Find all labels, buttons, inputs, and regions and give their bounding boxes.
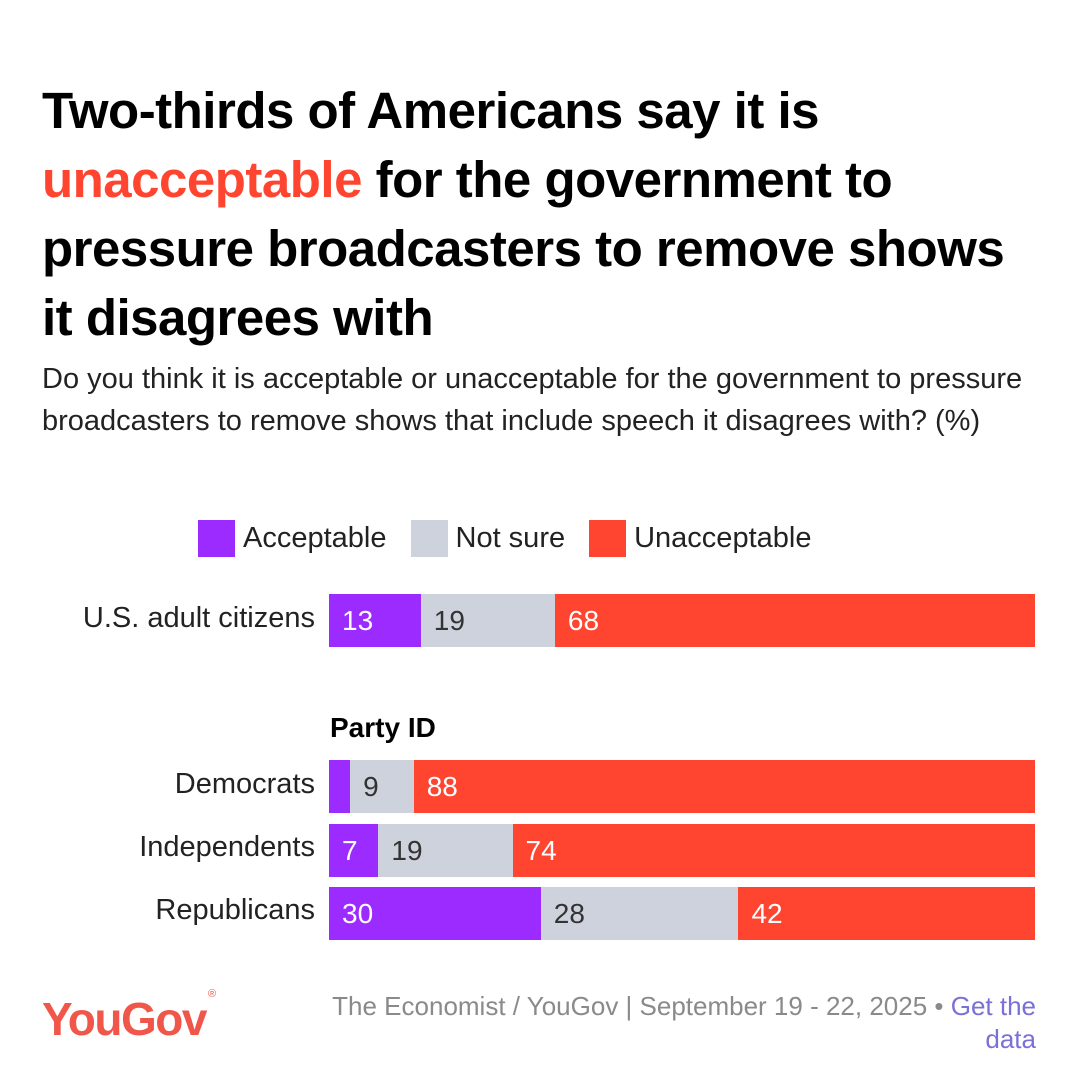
bar-democrats: 9 88 xyxy=(329,760,1035,813)
legend-label-unacceptable: Unacceptable xyxy=(634,522,812,554)
title-highlight: unacceptable xyxy=(42,151,362,208)
data-label: 19 xyxy=(391,834,423,866)
yougov-logo: YouGov ® xyxy=(42,988,216,1046)
legend-label-acceptable: Acceptable xyxy=(243,522,387,554)
data-label: 88 xyxy=(426,770,458,802)
logo-text: YouGov xyxy=(42,993,207,1045)
data-label: 42 xyxy=(751,897,783,929)
bar-segment-unacceptable: 68 xyxy=(554,594,1035,647)
row-label-republicans: Republicans xyxy=(155,894,315,926)
source-note: The Economist / YouGov | September 19 - … xyxy=(276,990,1036,1056)
data-label: 28 xyxy=(553,897,585,929)
bar-segment-acceptable: 30 xyxy=(329,887,541,940)
legend-swatch-unacceptable xyxy=(589,520,627,557)
bar-segment-acceptable: 13 xyxy=(329,594,421,647)
row-label-independents: Independents xyxy=(139,831,315,863)
data-label: 7 xyxy=(342,834,358,866)
row-label-us-adults: U.S. adult citizens xyxy=(82,602,315,634)
data-label: 74 xyxy=(525,834,557,866)
group-title-party-id: Party ID xyxy=(330,712,436,743)
row-label-democrats: Democrats xyxy=(174,768,315,800)
legend: Acceptable Not sure Unacceptable xyxy=(198,520,835,557)
legend-item-not-sure: Not sure xyxy=(410,520,566,557)
chart-subtitle: Do you think it is acceptable or unaccep… xyxy=(42,363,1023,437)
bar-independents: 7 19 74 xyxy=(329,824,1035,877)
data-label: 13 xyxy=(342,604,374,636)
title-part-2: for the government to pressure broadcast… xyxy=(42,151,1005,346)
legend-item-unacceptable: Unacceptable xyxy=(589,520,811,557)
bar-segment-not-sure: 19 xyxy=(420,594,555,647)
get-the-data-link[interactable]: Get the data xyxy=(950,991,1036,1054)
bar-segment-unacceptable: 42 xyxy=(738,887,1035,940)
data-label: 19 xyxy=(433,604,465,636)
chart-title: Two-thirds of Americans say it is unacce… xyxy=(42,76,1042,352)
data-label: 9 xyxy=(363,770,379,802)
bar-segment-not-sure: 9 xyxy=(350,760,414,813)
legend-swatch-not-sure xyxy=(410,520,448,557)
legend-swatch-acceptable xyxy=(198,520,235,557)
data-label: 30 xyxy=(342,897,374,929)
title-part-1: Two-thirds of Americans say it is xyxy=(42,82,820,139)
bar-segment-unacceptable: 74 xyxy=(512,824,1035,877)
bar-segment-acceptable xyxy=(329,760,351,813)
bar-segment-unacceptable: 88 xyxy=(413,760,1035,813)
bar-republicans: 30 28 42 xyxy=(329,887,1035,940)
bar-segment-not-sure: 19 xyxy=(378,824,513,877)
legend-label-not-sure: Not sure xyxy=(455,522,566,554)
bar-segment-acceptable: 7 xyxy=(329,824,379,877)
bar-us-adults: 13 19 68 xyxy=(329,594,1035,647)
bar-segment-not-sure: 28 xyxy=(540,887,739,940)
data-label: 68 xyxy=(567,604,600,636)
source-text: The Economist / YouGov | September 19 - … xyxy=(332,991,951,1021)
legend-item-acceptable: Acceptable xyxy=(198,520,387,557)
logo-registered-mark: ® xyxy=(207,987,216,1000)
